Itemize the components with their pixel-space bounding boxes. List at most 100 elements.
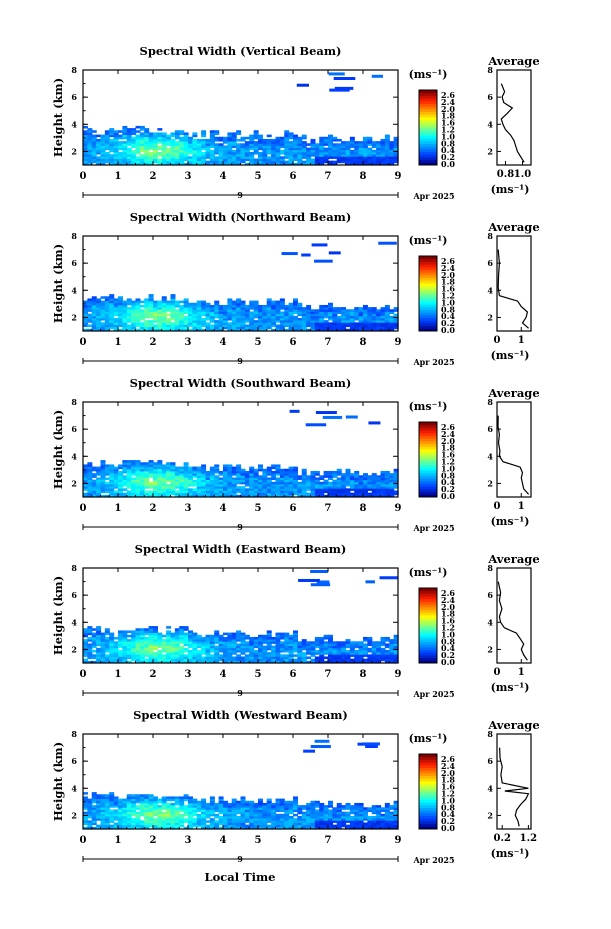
heatmap-cell xyxy=(371,315,377,319)
heatmap-cell xyxy=(170,477,176,481)
heatmap-cell xyxy=(126,807,132,810)
heatmap-cell xyxy=(104,307,110,310)
heatmap-cell xyxy=(201,154,207,157)
heatmap-cell xyxy=(328,660,333,664)
heatmap-cell xyxy=(223,307,228,310)
heatmap-cell xyxy=(293,813,298,817)
heatmap-cell xyxy=(371,488,377,491)
heatmap-cell xyxy=(376,320,382,323)
heatmap-cell xyxy=(139,322,145,325)
heatmap-cell xyxy=(223,490,228,494)
heatmap-cell xyxy=(227,660,233,664)
heatmap-cell xyxy=(323,156,329,159)
heatmap-cell xyxy=(275,488,281,491)
heatmap-cell xyxy=(271,649,277,653)
heatmap-cell xyxy=(345,143,351,146)
heatmap-cell xyxy=(218,826,224,830)
heatmap-cell xyxy=(126,162,132,166)
heatmap-cell xyxy=(236,149,242,153)
heatmap-cell xyxy=(363,490,368,494)
heatmap-cell xyxy=(323,307,329,310)
heatmap-cell xyxy=(297,809,303,813)
heatmap-cell xyxy=(371,324,377,328)
heatmap-cell xyxy=(236,138,242,142)
heatmap-cell xyxy=(96,628,102,631)
heatmap-cell xyxy=(275,649,281,653)
heatmap-cell xyxy=(236,326,242,330)
heatmap-cell xyxy=(113,800,119,804)
heatmap-cell xyxy=(258,475,263,478)
heatmap-cell xyxy=(157,304,163,308)
heatmap-cell xyxy=(306,481,312,485)
heatmap-cell xyxy=(253,490,259,494)
heatmap-cell xyxy=(201,147,207,151)
heatmap-cell xyxy=(227,326,233,330)
heatmap-cell xyxy=(183,136,189,140)
heatmap-cell xyxy=(100,470,106,474)
heatmap-cell xyxy=(122,636,128,640)
heatmap-cell xyxy=(367,658,373,662)
heatmap-cell xyxy=(227,470,233,474)
heatmap-cell xyxy=(170,154,176,157)
heatmap-cell xyxy=(297,156,303,159)
heatmap-cell xyxy=(244,658,250,662)
heatmap-cell xyxy=(367,149,373,153)
heatmap-cell xyxy=(196,309,202,312)
heatmap-cell xyxy=(223,494,228,498)
heatmap-cell xyxy=(139,652,145,655)
heatmap-cell xyxy=(236,300,242,304)
heatmap-cell xyxy=(275,490,281,494)
heatmap-cell xyxy=(153,462,158,465)
heatmap-cell xyxy=(328,473,333,476)
heatmap-cell xyxy=(109,634,115,638)
heatmap-cell xyxy=(174,649,180,653)
heatmap-cell xyxy=(113,660,119,664)
heatmap-cell xyxy=(363,647,368,651)
heatmap-cell xyxy=(196,820,202,823)
heatmap-cell xyxy=(240,643,246,647)
heatmap-cell xyxy=(153,818,158,821)
heatmap-cell xyxy=(262,326,268,330)
heatmap-cell xyxy=(218,658,224,662)
heatmap-cell xyxy=(393,322,399,325)
heatmap-cell xyxy=(148,326,154,330)
heatmap-cell xyxy=(161,824,167,828)
heatmap-cell xyxy=(253,649,259,653)
heatmap-cell xyxy=(139,125,145,129)
heatmap-cell xyxy=(209,494,215,498)
heatmap-cell xyxy=(100,296,106,299)
heatmap-cell xyxy=(100,660,106,664)
heatmap-cell xyxy=(153,141,158,144)
heatmap-cell xyxy=(244,820,250,823)
heatmap-cell xyxy=(113,483,119,487)
heatmap-cell xyxy=(393,156,399,159)
heatmap-cell xyxy=(148,634,154,638)
heatmap-cell xyxy=(284,328,290,332)
heatmap-cell xyxy=(314,656,320,660)
heatmap-cell xyxy=(109,160,115,164)
heatmap-cell xyxy=(122,320,128,323)
heatmap-cell xyxy=(223,162,228,166)
heatmap-cell xyxy=(131,639,137,642)
colorbar-frame xyxy=(418,255,438,332)
heatmap-cell xyxy=(271,324,277,328)
heatmap-cell xyxy=(236,322,242,325)
heatmap-cell xyxy=(323,470,329,474)
heatmap-cell xyxy=(275,820,281,823)
heatmap-cell xyxy=(170,639,176,642)
heatmap-cell xyxy=(349,473,355,476)
heatmap-cell xyxy=(205,315,211,319)
heatmap-cell xyxy=(358,658,364,662)
heatmap-cell xyxy=(310,158,316,162)
heatmap-cell xyxy=(183,796,189,799)
heatmap-cell xyxy=(227,641,233,644)
heatmap-cell xyxy=(205,813,211,817)
heatmap-cell xyxy=(376,477,382,481)
heatmap-cell xyxy=(109,490,115,494)
heatmap-cell xyxy=(319,490,325,494)
heatmap-cell xyxy=(96,630,102,633)
heatmap-cell xyxy=(153,490,158,494)
heatmap-cell xyxy=(240,300,246,304)
heatmap-cell xyxy=(157,634,163,638)
colorbar-swatch xyxy=(419,301,437,305)
